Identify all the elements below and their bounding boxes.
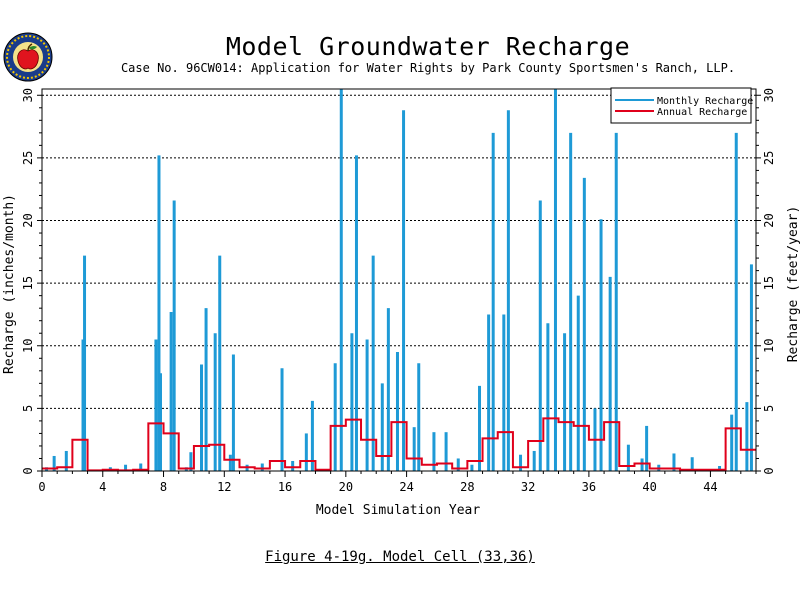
y-tick-label-left: 25 xyxy=(21,151,35,165)
x-tick-label: 4 xyxy=(99,480,106,494)
y-tick-label-left: 10 xyxy=(21,339,35,353)
x-tick-label: 44 xyxy=(703,480,717,494)
legend-label-monthly: Monthly Recharge xyxy=(657,96,753,107)
annual-series xyxy=(42,417,756,472)
y-tick-label-right: 15 xyxy=(762,276,776,290)
gridlines xyxy=(42,94,756,409)
x-tick-label: 16 xyxy=(278,480,292,494)
y-axis-left-label: Recharge (inches/month) xyxy=(2,194,17,374)
chart-title: Model Groundwater Recharge xyxy=(225,32,631,61)
y-tick-label-left: 30 xyxy=(21,88,35,102)
plot-frame xyxy=(41,88,757,472)
y-tick-label-left: 20 xyxy=(21,213,35,227)
y-axis-right-label: Recharge (feet/year) xyxy=(786,206,800,363)
x-tick-label: 20 xyxy=(339,480,353,494)
y-tick-label-left: 5 xyxy=(21,405,35,412)
y-tick-label-right: 25 xyxy=(762,151,776,165)
monthly-series xyxy=(45,89,753,471)
figure-caption-text: Figure 4-19g. Model Cell (33,36) xyxy=(265,549,535,565)
x-tick-label: 40 xyxy=(642,480,656,494)
legend-label-annual: Annual Recharge xyxy=(657,107,747,118)
x-tick-label: 0 xyxy=(38,480,45,494)
x-tick-label: 12 xyxy=(217,480,231,494)
x-tick-label: 8 xyxy=(160,480,167,494)
x-tick-label: 24 xyxy=(399,480,413,494)
y-tick-label-right: 5 xyxy=(762,405,776,412)
figure-caption: Figure 4-19g. Model Cell (33,36) xyxy=(0,549,800,565)
apple-seal-logo-icon xyxy=(2,31,54,83)
annual-step-line xyxy=(42,417,756,472)
y-tick-label-left: 0 xyxy=(21,467,35,474)
y-tick-label-right: 0 xyxy=(762,467,776,474)
x-tick-label: 28 xyxy=(460,480,474,494)
chart-subtitle: Case No. 96CW014: Application for Water … xyxy=(120,61,736,75)
legend: Monthly Recharge Annual Recharge xyxy=(610,87,753,124)
x-tick-label: 32 xyxy=(521,480,535,494)
y-tick-label-right: 10 xyxy=(762,339,776,353)
y-tick-label-right: 20 xyxy=(762,213,776,227)
y-tick-label-right: 30 xyxy=(762,88,776,102)
x-tick-label: 36 xyxy=(582,480,596,494)
y-tick-label-left: 15 xyxy=(21,276,35,290)
x-axis-label: Model Simulation Year xyxy=(316,503,481,518)
